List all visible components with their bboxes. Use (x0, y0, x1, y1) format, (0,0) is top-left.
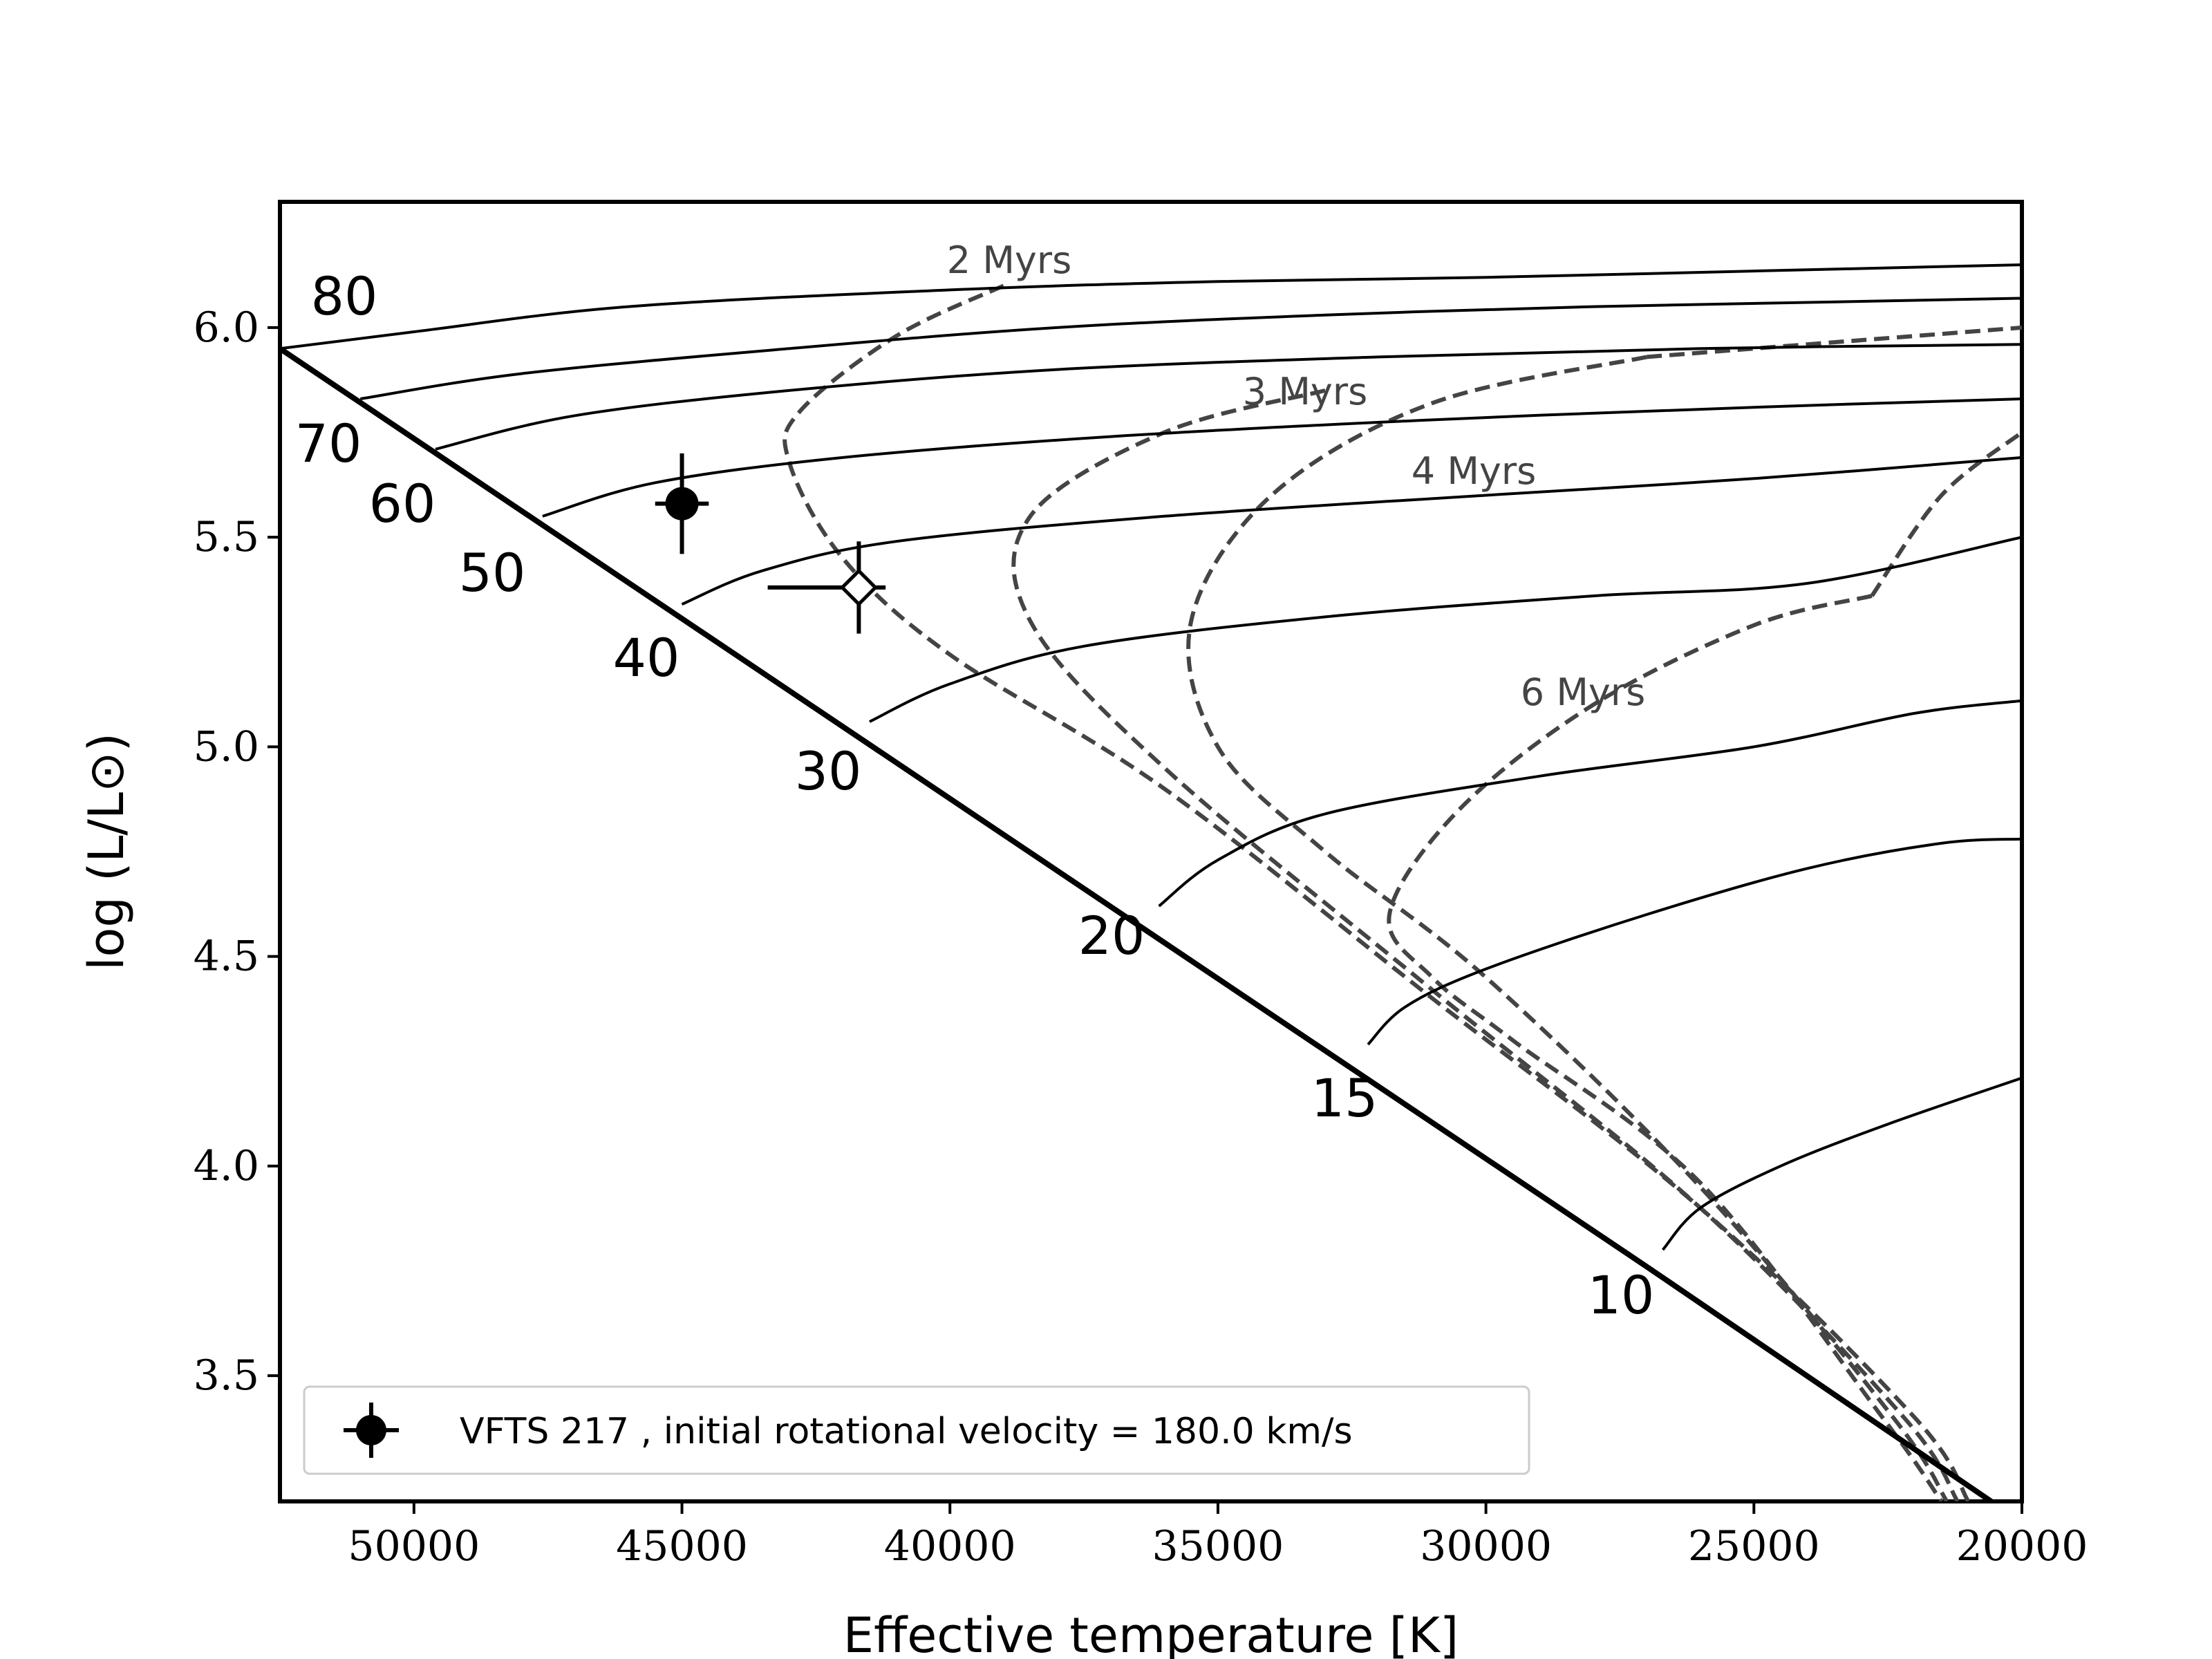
track-line-20 (1158, 699, 2022, 908)
x-tick-label: 25000 (1688, 1522, 1820, 1571)
y-tick-label: 5.0 (194, 722, 259, 771)
x-tick-label: 40000 (884, 1522, 1016, 1571)
mass-label-70: 70 (295, 413, 362, 474)
y-tick-label: 6.0 (194, 303, 259, 352)
x-tick-label: 20000 (1956, 1522, 2088, 1571)
obs-point-open-diamond (839, 568, 878, 607)
track-line-15 (1367, 837, 2022, 1046)
isochrone-label-3: 6 Myrs (1521, 671, 1645, 714)
obs-point-filled (665, 487, 699, 521)
isochrone-label-1: 3 Myrs (1243, 370, 1367, 413)
track-line-50 (542, 397, 2022, 518)
track-line-60 (435, 343, 2022, 451)
x-tick-label: 35000 (1152, 1522, 1284, 1571)
isochrone-line-0 (782, 283, 1971, 1501)
x-tick-label: 45000 (616, 1522, 748, 1571)
legend-marker (344, 1403, 399, 1458)
legend: VFTS 217 , initial rotational velocity =… (303, 1385, 1530, 1475)
mass-label-50: 50 (459, 542, 526, 603)
mass-label-10: 10 (1588, 1264, 1655, 1326)
isochrone-extension-0 (1646, 325, 2022, 359)
isochrone-line-2 (1186, 355, 1949, 1501)
legend-entry: VFTS 217 , initial rotational velocity =… (460, 1411, 1353, 1452)
mass-label-60: 60 (369, 473, 436, 534)
x-tick-label: 30000 (1420, 1522, 1552, 1571)
y-tick-label: 3.5 (194, 1351, 259, 1400)
legend-box (303, 1385, 1530, 1475)
y-tick-label: 4.5 (194, 932, 259, 981)
plot-frame (278, 200, 2024, 1503)
y-axis-label: log (L/L⊙) (78, 733, 135, 971)
isochrone-label-2: 4 Myrs (1412, 449, 1536, 493)
track-line-30 (869, 536, 2022, 723)
track-line-10 (1661, 1076, 2022, 1251)
track-line-80 (280, 263, 2022, 350)
zams-line (280, 346, 1996, 1501)
x-axis-label: Effective temperature [K] (843, 1607, 1459, 1659)
isochrone-line-3 (1387, 594, 1944, 1501)
track-line-40 (681, 456, 2022, 606)
mass-label-20: 20 (1078, 905, 1145, 966)
mass-label-40: 40 (613, 627, 680, 688)
mass-label-80: 80 (311, 265, 378, 327)
y-tick-label: 5.5 (194, 513, 259, 561)
isochrone-line-1 (1011, 388, 1960, 1501)
isochrone-label-0: 2 Myrs (947, 238, 1071, 282)
y-tick-label: 4.0 (194, 1142, 259, 1190)
track-line-70 (359, 297, 2022, 400)
mass-label-30: 30 (795, 740, 862, 802)
x-tick-label: 50000 (348, 1522, 480, 1571)
isochrone-extension-1 (1870, 431, 2022, 597)
mass-label-15: 15 (1311, 1067, 1378, 1129)
